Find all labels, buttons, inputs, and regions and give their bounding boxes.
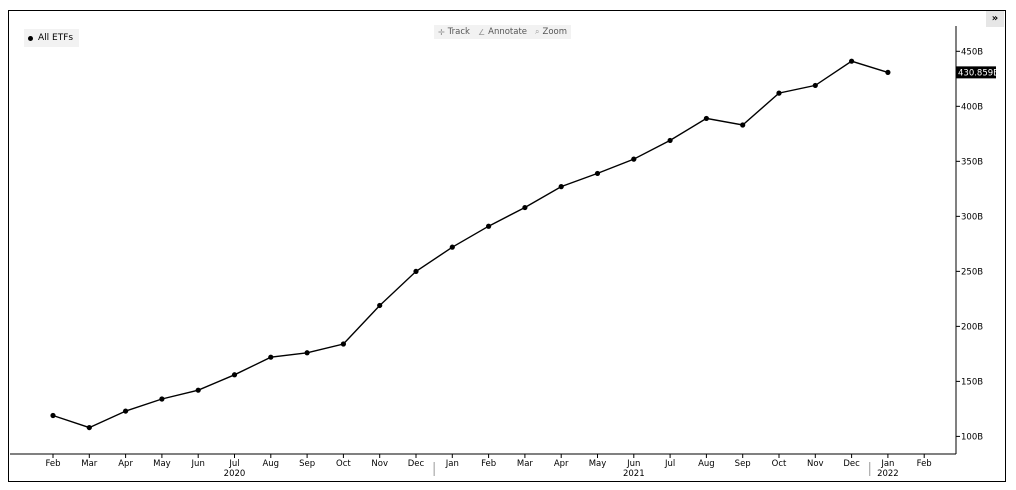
x-tick-label: Mar xyxy=(81,459,98,469)
x-tick-label: Jan xyxy=(445,459,459,469)
track-label: Track xyxy=(447,27,470,37)
x-tick-label: Aug xyxy=(698,459,715,469)
data-point xyxy=(522,204,528,211)
x-tick-label: Nov xyxy=(371,459,388,469)
data-point xyxy=(50,412,56,419)
data-point xyxy=(449,244,455,250)
annotate-button[interactable]: ∠ Annotate xyxy=(478,27,527,37)
data-point xyxy=(159,396,165,402)
y-tick-label: 150B xyxy=(961,377,983,387)
x-tick-label: Dec xyxy=(408,459,425,469)
x-tick-label: Sep xyxy=(299,459,315,469)
data-point xyxy=(231,372,238,378)
zoom-button[interactable]: ⌕ Zoom xyxy=(535,27,567,37)
crosshair-icon: ✛ xyxy=(438,27,445,37)
data-point xyxy=(486,223,492,229)
legend-marker xyxy=(28,35,33,41)
last-value-label: 430.859B xyxy=(958,68,999,78)
x-tick-label: Mar xyxy=(517,459,534,469)
zoom-label: Zoom xyxy=(542,27,568,37)
x-tick-label: Jun xyxy=(191,459,205,469)
y-tick-label: 100B xyxy=(961,432,983,442)
data-point xyxy=(123,408,129,414)
x-tick-label: Sep xyxy=(735,459,751,469)
x-tick-label: Feb xyxy=(917,459,932,469)
last-value-background xyxy=(956,66,996,79)
data-point xyxy=(849,58,855,64)
x-tick-label: May xyxy=(589,459,607,469)
year-label: 2020 xyxy=(224,469,246,479)
data-point xyxy=(812,82,818,89)
data-point xyxy=(667,137,673,144)
x-tick-label: Aug xyxy=(262,459,279,469)
x-tick-label: Feb xyxy=(481,459,496,469)
x-tick-label: Jun xyxy=(626,459,640,469)
chart-toolbar: ✛ Track ∠ Annotate ⌕ Zoom xyxy=(434,25,572,39)
last-value-marker: 430.859B xyxy=(956,66,999,79)
data-point xyxy=(776,90,782,96)
x-tick-label: Jul xyxy=(664,459,675,469)
x-tick-label: Oct xyxy=(772,459,787,469)
x-tick-label: Jul xyxy=(228,459,239,469)
legend[interactable]: All ETFs xyxy=(24,29,80,47)
annotate-label: Annotate xyxy=(488,27,528,37)
y-tick-label: 400B xyxy=(961,102,983,112)
y-tick-label: 300B xyxy=(961,212,983,222)
data-point xyxy=(377,302,383,309)
data-point xyxy=(268,354,274,360)
data-point xyxy=(703,115,710,122)
chart-frame xyxy=(8,10,1006,482)
data-point xyxy=(631,156,637,162)
expand-panel-button[interactable]: » xyxy=(986,11,1004,27)
legend-label: All ETFs xyxy=(38,33,74,43)
data-point xyxy=(86,424,92,431)
x-tick-label: Jan xyxy=(880,459,894,469)
y-tick-label: 250B xyxy=(961,267,983,277)
data-point xyxy=(885,69,891,75)
y-tick-label: 200B xyxy=(961,322,983,332)
x-tick-label: May xyxy=(153,459,171,469)
year-label: 2022 xyxy=(877,469,899,479)
data-point xyxy=(413,268,419,274)
track-button[interactable]: ✛ Track xyxy=(438,27,470,37)
magnifier-icon: ⌕ xyxy=(535,27,540,36)
y-tick-label: 350B xyxy=(961,157,983,167)
series-line-all-etfs xyxy=(52,60,889,429)
data-point xyxy=(594,170,601,177)
data-point xyxy=(740,122,746,128)
data-point xyxy=(304,350,310,356)
y-tick-label: 450B xyxy=(961,47,983,57)
year-label: 2021 xyxy=(623,469,645,479)
x-tick-label: Nov xyxy=(807,459,824,469)
x-tick-label: Apr xyxy=(554,459,569,469)
x-tick-label: Feb xyxy=(45,459,60,469)
pencil-icon: ∠ xyxy=(477,27,486,37)
data-point xyxy=(195,387,201,393)
x-tick-label: Dec xyxy=(843,459,860,469)
x-tick-label: Oct xyxy=(336,459,351,469)
x-tick-label: Apr xyxy=(118,459,133,469)
data-point xyxy=(558,184,564,190)
data-point xyxy=(340,341,346,347)
